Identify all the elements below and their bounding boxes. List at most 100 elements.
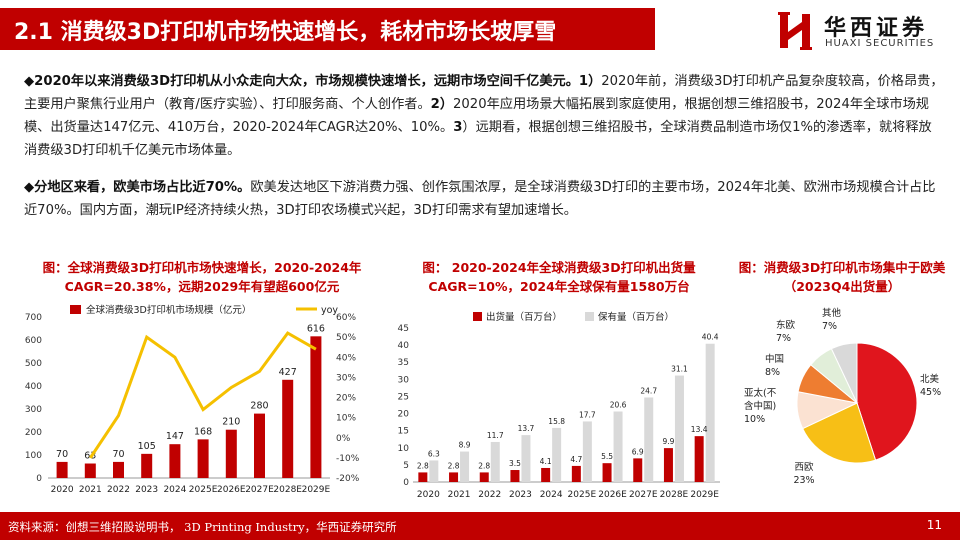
y-tick-label: 30 (398, 375, 410, 385)
shipment-value-label: 2.8 (448, 461, 460, 470)
installed-base-value-label: 13.7 (518, 424, 535, 433)
x-tick-label: 2022 (107, 485, 130, 495)
y-tick-label: 600 (25, 336, 42, 346)
y-tick-label: 500 (25, 359, 42, 369)
legend-swatch-size (70, 305, 81, 314)
x-tick-label: 2020 (51, 485, 74, 495)
y-tick-label: 5 (403, 461, 409, 471)
installed-base-bar (460, 451, 470, 482)
shipment-value-label: 6.9 (632, 447, 644, 456)
para1-point-3: ）远期看，根据创想三维招股书，全球消费品制造市场仅1%的渗透率，就将释放消费级3… (24, 120, 932, 158)
installed-base-value-label: 24.7 (640, 386, 657, 395)
bar (254, 413, 265, 478)
y2-tick-label: 0% (336, 434, 351, 444)
bar (56, 461, 68, 478)
pie-label: 东欧 (776, 319, 796, 331)
para1-lead: ◆2020年以来消费级3D打印机从小众走向大众，市场规模快速增长，远期市场空间千… (24, 74, 579, 89)
y2-tick-label: -20% (336, 474, 360, 484)
x-tick-label: 2023 (509, 490, 532, 500)
bar (282, 379, 294, 478)
y2-tick-label: 60% (336, 313, 356, 323)
shipment-bar (449, 472, 459, 482)
shipment-value-label: 4.7 (570, 455, 582, 464)
x-tick-label: 2021 (79, 485, 102, 495)
pie-label: 含中国) (744, 400, 776, 412)
pie-label: 北美 (920, 373, 940, 385)
market-size-chart: 0 100 200 300 400 500 600 700 -20% -10% 0% 10% 20% 30… (25, 304, 360, 495)
x-tick-label: 2028E (660, 490, 689, 500)
installed-base-bar (613, 411, 623, 482)
y-tick-label: 45 (398, 324, 409, 334)
shipment-bar (479, 472, 489, 482)
bar-value-label: 147 (166, 431, 184, 442)
y2-tick-label: 30% (336, 373, 356, 383)
y2-tick-label: -10% (336, 454, 360, 464)
y-tick-label: 300 (25, 405, 42, 415)
x-tick-label: 2026E (598, 490, 627, 500)
pie-slice (802, 402, 877, 464)
footer-bar: 资料来源：创想三维招股说明书， 3D Printing Industry，华西证… (0, 512, 960, 540)
installed-base-value-label: 15.8 (548, 417, 565, 426)
bar-value-label: 105 (138, 441, 156, 452)
legend-label-shipment: 出货量（百万台） (486, 311, 562, 323)
shipment-value-label: 2.8 (478, 461, 490, 470)
legend-swatch-installed (585, 312, 594, 321)
paragraph-market-growth: ◆2020年以来消费级3D打印机从小众走向大众，市场规模快速增长，远期市场空间千… (24, 70, 944, 162)
para2-lead: ◆分地区来看，欧美市场占比近70%。 (24, 180, 251, 195)
chart2-title: 图： 2020-2024年全球消费级3D打印机出货量CAGR=10%，2024年… (422, 260, 696, 294)
bar-value-label: 280 (250, 401, 268, 412)
legend-swatch-shipment (473, 312, 482, 321)
bar (113, 461, 124, 478)
y-tick-label: 0 (36, 474, 42, 484)
legend-label-yoy: yoy (321, 305, 338, 316)
bar-value-label: 616 (307, 323, 325, 334)
para2-text: 欧美发达地区下游消费力强、创作氛围浓厚，是全球消费级3D打印的主要市场，2024… (24, 180, 936, 218)
page-number: 11 (926, 518, 942, 532)
pie-label: 中国 (765, 353, 784, 365)
y2-tick-label: 40% (336, 353, 356, 363)
installed-base-value-label: 40.4 (702, 333, 719, 342)
shipment-bar (418, 472, 428, 482)
chart1-title: 图：全球消费级3D打印机市场快速增长，2020-2024年CAGR=20.38%… (42, 260, 362, 294)
bar (169, 444, 181, 478)
y-tick-label: 0 (403, 478, 409, 488)
x-tick-label: 2022 (478, 490, 501, 500)
shipment-value-label: 4.1 (540, 457, 552, 466)
shipment-bar (602, 463, 612, 482)
para1-marker-1: 1） (578, 74, 602, 89)
bar-value-label: 70 (112, 449, 124, 460)
y-tick-label: 20 (398, 410, 410, 420)
huaxi-logo-icon (778, 12, 812, 50)
shipment-bar (663, 448, 673, 482)
x-tick-label: 2029E (302, 485, 331, 495)
installed-base-value-label: 6.3 (428, 449, 440, 458)
pie-label: 其他 (822, 307, 842, 319)
pie-slice (856, 342, 918, 461)
y-tick-label: 15 (398, 427, 409, 437)
pie-label: 7% (776, 333, 791, 344)
chart3-title: 图：消费级3D打印机市场集中于欧美（2023Q4出货量） (738, 260, 946, 294)
shipment-value-label: 9.9 (662, 437, 674, 446)
y2-tick-label: 10% (336, 414, 356, 424)
installed-base-bar (705, 343, 715, 482)
shipment-bar (510, 470, 520, 482)
shipment-bar (633, 458, 643, 482)
installed-base-bar (674, 375, 684, 482)
pie-label: 45% (920, 387, 941, 398)
pie-label: 23% (793, 475, 814, 486)
legend-label-installed: 保有量（百万台） (598, 311, 674, 323)
x-tick-label: 2027E (245, 485, 274, 495)
x-tick-label: 2020 (417, 490, 440, 500)
bar-value-label: 168 (194, 426, 212, 437)
installed-base-value-label: 11.7 (487, 431, 504, 440)
y2-tick-label: 20% (336, 394, 356, 404)
installed-base-bar (582, 421, 592, 482)
para1-marker-3: 3 (453, 120, 463, 135)
pie-label: 10% (744, 414, 765, 425)
x-tick-label: 2021 (448, 490, 471, 500)
shipment-bar (571, 465, 581, 482)
title-bar: 2.1 消费级3D打印机市场快速增长，耗材市场长坡厚雪 (0, 8, 655, 50)
shipment-bar (541, 467, 551, 482)
shipment-bar (694, 436, 704, 482)
pie-label: 7% (822, 321, 837, 332)
